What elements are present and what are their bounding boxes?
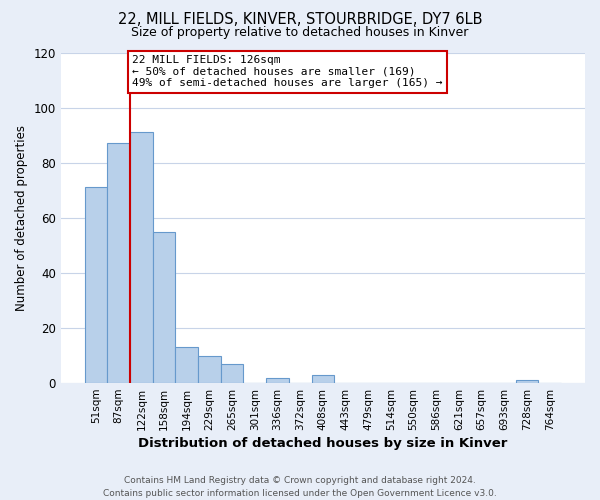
Bar bbox=[152, 232, 175, 383]
Bar bbox=[516, 380, 538, 383]
Y-axis label: Number of detached properties: Number of detached properties bbox=[15, 125, 28, 311]
Bar bbox=[221, 364, 244, 383]
Bar bbox=[107, 144, 130, 383]
Bar bbox=[198, 356, 221, 383]
X-axis label: Distribution of detached houses by size in Kinver: Distribution of detached houses by size … bbox=[138, 437, 508, 450]
Bar bbox=[85, 188, 107, 383]
Text: Size of property relative to detached houses in Kinver: Size of property relative to detached ho… bbox=[131, 26, 469, 39]
Bar bbox=[175, 348, 198, 383]
Text: 22 MILL FIELDS: 126sqm
← 50% of detached houses are smaller (169)
49% of semi-de: 22 MILL FIELDS: 126sqm ← 50% of detached… bbox=[132, 56, 443, 88]
Bar bbox=[266, 378, 289, 383]
Text: 22, MILL FIELDS, KINVER, STOURBRIDGE, DY7 6LB: 22, MILL FIELDS, KINVER, STOURBRIDGE, DY… bbox=[118, 12, 482, 28]
Text: Contains HM Land Registry data © Crown copyright and database right 2024.
Contai: Contains HM Land Registry data © Crown c… bbox=[103, 476, 497, 498]
Bar bbox=[311, 375, 334, 383]
Bar bbox=[130, 132, 152, 383]
